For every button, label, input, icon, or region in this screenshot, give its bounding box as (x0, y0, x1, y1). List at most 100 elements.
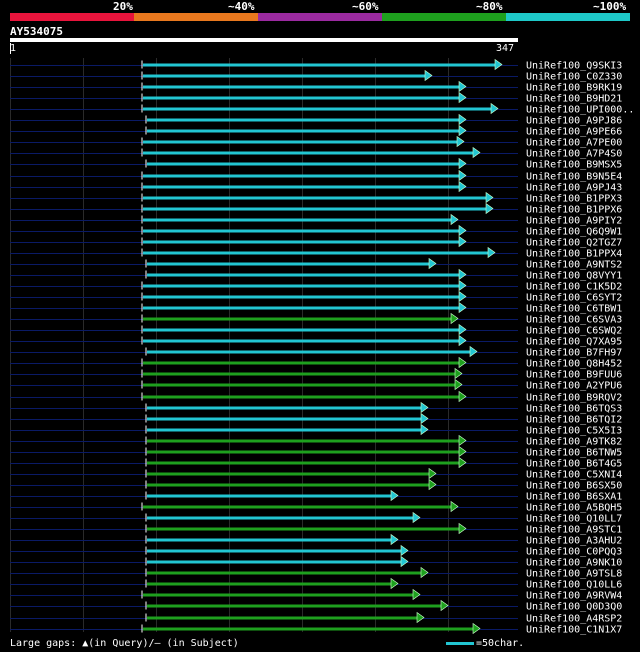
hit-row[interactable]: UniRef100_Q9SKI3 (10, 58, 622, 72)
hit-label[interactable]: UniRef100_B6T4G5 (526, 459, 622, 470)
hit-row[interactable]: UniRef100_B9HD21 (10, 91, 622, 105)
hit-label[interactable]: UniRef100_C6SYT2 (526, 293, 622, 304)
hit-row[interactable]: UniRef100_B6SX50 (10, 478, 622, 492)
hit-row[interactable]: UniRef100_B7FH97 (10, 345, 622, 359)
hit-row[interactable]: UniRef100_B9FUU6 (10, 367, 622, 381)
hit-label[interactable]: UniRef100_A7P4S0 (526, 149, 622, 160)
hit-label[interactable]: UniRef100_A9PJ86 (526, 116, 622, 127)
hit-row[interactable]: UniRef100_A5BQH5 (10, 500, 622, 514)
hit-label[interactable]: UniRef100_A7PE00 (526, 138, 622, 149)
hit-label[interactable]: UniRef100_B7FH97 (526, 348, 622, 359)
hit-label[interactable]: UniRef100_B9RK19 (526, 83, 622, 94)
hit-label[interactable]: UniRef100_B6SX50 (526, 481, 622, 492)
hit-label[interactable]: UniRef100_B6SXA1 (526, 492, 622, 503)
hit-row[interactable]: UniRef100_A9PIY2 (10, 213, 622, 227)
hit-row[interactable]: UniRef100_UPI000.. (10, 102, 634, 116)
hit-row[interactable]: UniRef100_Q10LL7 (10, 511, 622, 525)
hit-row[interactable]: UniRef100_B9N5E4 (10, 169, 622, 183)
hit-row[interactable]: UniRef100_A7P4S0 (10, 146, 622, 160)
hit-label[interactable]: UniRef100_Q10LL7 (526, 514, 622, 525)
hit-row[interactable]: UniRef100_A9PJ86 (10, 113, 622, 127)
hit-label[interactable]: UniRef100_Q10LL6 (526, 580, 622, 591)
hit-row[interactable]: UniRef100_C6SWQ2 (10, 323, 622, 337)
hit-label[interactable]: UniRef100_C6TBW1 (526, 304, 622, 315)
hit-row[interactable]: UniRef100_A9TK82 (10, 434, 622, 448)
hit-row[interactable]: UniRef100_A9NTS2 (10, 257, 622, 271)
hit-label[interactable]: UniRef100_Q7XA95 (526, 337, 622, 348)
hit-label[interactable]: UniRef100_A4RSP2 (526, 614, 622, 625)
hit-row[interactable]: UniRef100_C6TBW1 (10, 301, 622, 315)
hit-row[interactable]: UniRef100_A2YPU6 (10, 378, 622, 392)
hit-row[interactable]: UniRef100_B9RK19 (10, 80, 622, 94)
hit-row[interactable]: UniRef100_A3AHU2 (10, 533, 622, 547)
hit-row[interactable]: UniRef100_B9MSX5 (10, 157, 622, 171)
hit-row[interactable]: UniRef100_B1PPX4 (10, 246, 622, 260)
hit-label[interactable]: UniRef100_UPI000.. (526, 105, 634, 116)
hit-row[interactable]: UniRef100_Q10LL6 (10, 577, 622, 591)
hit-label[interactable]: UniRef100_A9PJ43 (526, 183, 622, 194)
hit-row[interactable]: UniRef100_C1N1X7 (10, 622, 622, 636)
hit-label[interactable]: UniRef100_Q2TGZ7 (526, 238, 622, 249)
hit-label[interactable]: UniRef100_A9NK10 (526, 558, 622, 569)
hit-row[interactable]: UniRef100_A9RVW4 (10, 588, 622, 602)
hit-row[interactable]: UniRef100_A9PE66 (10, 124, 622, 138)
hit-label[interactable]: UniRef100_B9RQV2 (526, 393, 622, 404)
hit-row[interactable]: UniRef100_B6T4G5 (10, 456, 622, 470)
hit-label[interactable]: UniRef100_C0PQQ3 (526, 547, 622, 558)
hit-label[interactable]: UniRef100_B1PPX6 (526, 205, 622, 216)
hit-label[interactable]: UniRef100_C1N1X7 (526, 625, 622, 636)
hit-label[interactable]: UniRef100_Q9SKI3 (526, 61, 622, 72)
hit-row[interactable]: UniRef100_C5XNI4 (10, 467, 622, 481)
hit-row[interactable]: UniRef100_C6SYT2 (10, 290, 622, 304)
hit-row[interactable]: UniRef100_A7PE00 (10, 135, 622, 149)
hit-row[interactable]: UniRef100_A9STC1 (10, 522, 622, 536)
hit-row[interactable]: UniRef100_C0Z330 (10, 69, 622, 83)
hit-row[interactable]: UniRef100_A9TSL8 (10, 566, 622, 580)
hit-label[interactable]: UniRef100_A9TK82 (526, 437, 622, 448)
hit-row[interactable]: UniRef100_Q6Q9W1 (10, 224, 622, 238)
hit-label[interactable]: UniRef100_A9NTS2 (526, 260, 622, 271)
hit-row[interactable]: UniRef100_Q7XA95 (10, 334, 622, 348)
hit-label[interactable]: UniRef100_B6TQS3 (526, 404, 622, 415)
hit-row[interactable]: UniRef100_B6TQS3 (10, 401, 622, 415)
hit-label[interactable]: UniRef100_A9PIY2 (526, 216, 622, 227)
hit-row[interactable]: UniRef100_C1K5D2 (10, 279, 622, 293)
hit-row[interactable]: UniRef100_C0PQQ3 (10, 544, 622, 558)
hit-row[interactable]: UniRef100_B6TNW5 (10, 445, 622, 459)
hit-label[interactable]: UniRef100_Q8H452 (526, 359, 622, 370)
hit-row[interactable]: UniRef100_B6TQI2 (10, 412, 622, 426)
hit-label[interactable]: UniRef100_Q0D3Q0 (526, 602, 622, 613)
hit-label[interactable]: UniRef100_C0Z330 (526, 72, 622, 83)
hit-label[interactable]: UniRef100_C6SWQ2 (526, 326, 622, 337)
hit-row[interactable]: UniRef100_Q8H452 (10, 356, 622, 370)
hit-row[interactable]: UniRef100_B1PPX6 (10, 202, 622, 216)
hit-label[interactable]: UniRef100_A5BQH5 (526, 503, 622, 514)
hit-label[interactable]: UniRef100_A9PE66 (526, 127, 622, 138)
hit-label[interactable]: UniRef100_A2YPU6 (526, 381, 622, 392)
hit-label[interactable]: UniRef100_A9STC1 (526, 525, 622, 536)
hit-label[interactable]: UniRef100_Q8VYY1 (526, 271, 622, 282)
hit-row[interactable]: UniRef100_A4RSP2 (10, 611, 622, 625)
hit-row[interactable]: UniRef100_A9NK10 (10, 555, 622, 569)
hit-label[interactable]: UniRef100_A9TSL8 (526, 569, 622, 580)
hit-label[interactable]: UniRef100_C1K5D2 (526, 282, 622, 293)
hit-row[interactable]: UniRef100_Q2TGZ7 (10, 235, 622, 249)
hit-label[interactable]: UniRef100_B6TQI2 (526, 415, 622, 426)
hit-label[interactable]: UniRef100_A3AHU2 (526, 536, 622, 547)
hit-label[interactable]: UniRef100_B9HD21 (526, 94, 622, 105)
hit-row[interactable]: UniRef100_C5X5I3 (10, 423, 622, 437)
hit-label[interactable]: UniRef100_B9MSX5 (526, 160, 622, 171)
hit-label[interactable]: UniRef100_B9FUU6 (526, 370, 622, 381)
hit-row[interactable]: UniRef100_B1PPX3 (10, 191, 622, 205)
hit-label[interactable]: UniRef100_B1PPX4 (526, 249, 622, 260)
hit-label[interactable]: UniRef100_Q6Q9W1 (526, 227, 622, 238)
hit-row[interactable]: UniRef100_Q8VYY1 (10, 268, 622, 282)
hit-label[interactable]: UniRef100_C5XNI4 (526, 470, 622, 481)
hit-label[interactable]: UniRef100_C6SVA3 (526, 315, 622, 326)
hit-label[interactable]: UniRef100_B1PPX3 (526, 194, 622, 205)
hit-label[interactable]: UniRef100_B9N5E4 (526, 172, 622, 183)
hit-row[interactable]: UniRef100_B6SXA1 (10, 489, 622, 503)
hit-row[interactable]: UniRef100_C6SVA3 (10, 312, 622, 326)
hit-label[interactable]: UniRef100_B6TNW5 (526, 448, 622, 459)
hit-label[interactable]: UniRef100_C5X5I3 (526, 426, 622, 437)
